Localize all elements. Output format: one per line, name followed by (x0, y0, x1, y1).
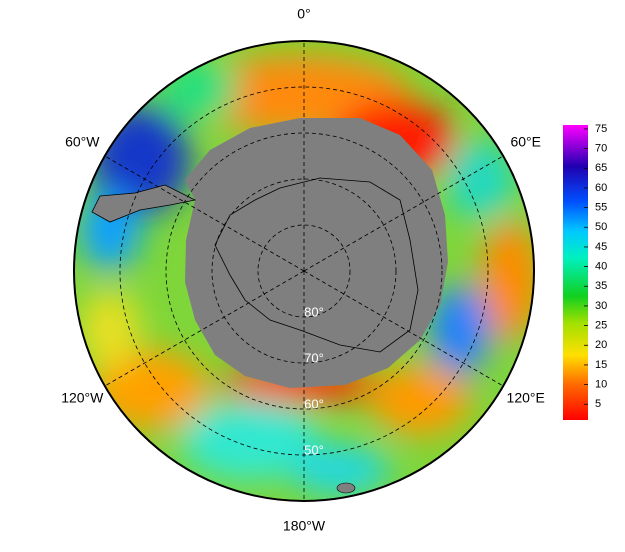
map-border (73, 40, 535, 502)
meridian-label: 60°W (65, 134, 100, 150)
colorbar-label: 30 (595, 300, 607, 312)
colorbar-label: 60 (595, 182, 607, 194)
island (336, 482, 356, 494)
colorbar-label: 40 (595, 261, 607, 273)
colorbar-label: 5 (595, 398, 601, 410)
colorbar-label: 10 (595, 379, 607, 391)
colorbar-label: 25 (595, 320, 607, 332)
meridian (303, 155, 504, 272)
colorbar-label: 75 (595, 123, 607, 135)
meridian (104, 270, 305, 387)
parallel (211, 178, 397, 364)
colorbar-label: 15 (595, 359, 607, 371)
colorbar-label: 65 (595, 162, 607, 174)
meridian (303, 270, 504, 387)
meridian-label: 120°E (507, 390, 545, 406)
coastline (214, 177, 419, 353)
peninsula (91, 184, 197, 223)
parallel (165, 132, 443, 410)
parallel-label: 60° (304, 396, 324, 411)
parallel-label: 50° (304, 442, 324, 457)
colorbar-label: 45 (595, 241, 607, 253)
meridian-label: 120°W (61, 390, 104, 406)
meridian-label: 180°W (283, 518, 326, 534)
meridian-label: 0° (297, 6, 310, 22)
meridian-label: 60°E (510, 134, 541, 150)
colorbar-label: 70 (595, 143, 607, 155)
parallel-label: 80° (304, 304, 324, 319)
meridian (104, 155, 305, 272)
colorbar (563, 125, 588, 420)
antarctica (185, 118, 448, 388)
parallel-label: 70° (304, 350, 324, 365)
colorbar-label: 50 (595, 221, 607, 233)
colorbar-label: 35 (595, 280, 607, 292)
colorbar-label: 20 (595, 339, 607, 351)
graticule (104, 41, 504, 501)
colorbar-label: 55 (595, 202, 607, 214)
